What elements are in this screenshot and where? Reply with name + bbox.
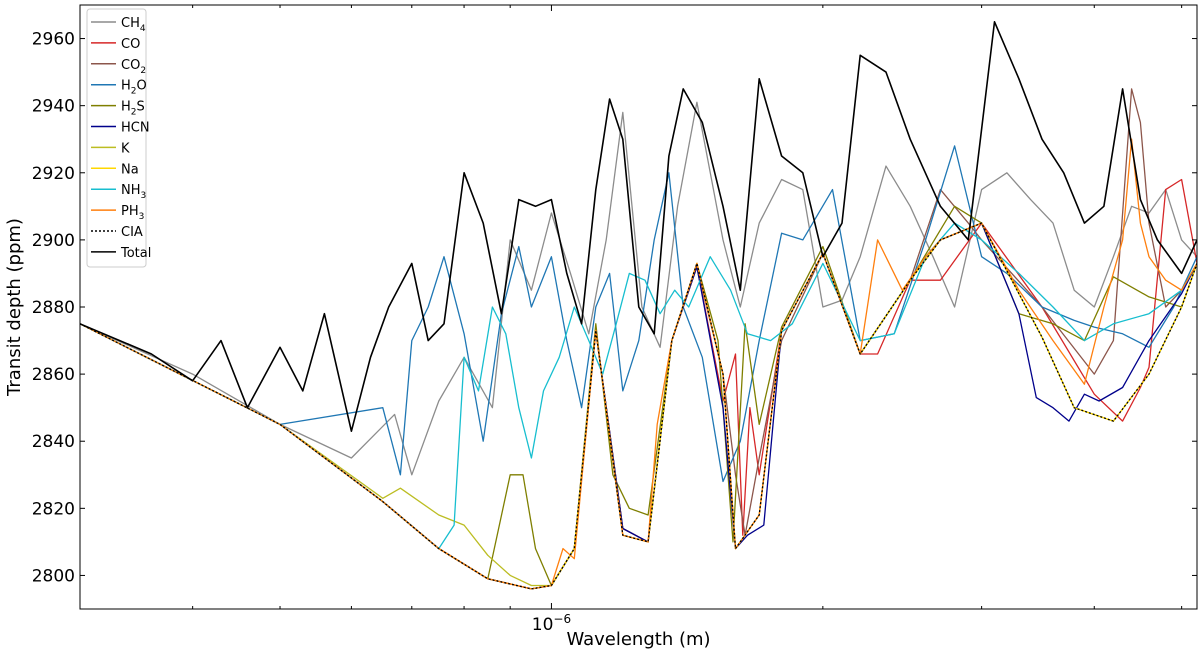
legend-label-nh3: NH3 xyxy=(121,183,146,201)
legend-label-co2: CO2 xyxy=(121,58,146,76)
legend-label-co: CO xyxy=(121,37,140,52)
y-tick-label: 2920 xyxy=(32,164,75,184)
y-axis-label: Transit depth (ppm) xyxy=(4,218,25,397)
legend-label-k: K xyxy=(121,141,130,156)
legend-label-total: Total xyxy=(120,246,151,261)
y-tick-label: 2940 xyxy=(32,97,75,117)
y-tick-label: 2820 xyxy=(32,499,75,519)
series-line-cia xyxy=(80,222,1197,590)
x-axis-label: Wavelength (m) xyxy=(566,629,710,650)
legend-box xyxy=(86,8,147,268)
legend-label-h2o: H2O xyxy=(121,79,147,97)
legend-label-hcn: HCN xyxy=(121,121,150,136)
legend-label-cia: CIA xyxy=(121,225,143,240)
y-tick-label: 2860 xyxy=(32,365,75,385)
legend-label-ch4: CH4 xyxy=(121,16,146,34)
y-tick-label: 2800 xyxy=(32,566,75,586)
legend-label-ph3: PH3 xyxy=(121,204,144,222)
y-tick-label: 2840 xyxy=(32,432,75,452)
series-line-co xyxy=(80,178,1197,590)
series-lines xyxy=(80,21,1197,590)
y-tick-label: 2960 xyxy=(32,30,75,50)
x-tick-label: 10−6 xyxy=(532,612,571,635)
axis-ticks: 2800 2820 2840 2860 2880 2900 2920 2940 2960 10−6 xyxy=(32,5,1197,635)
legend: CH4 CO CO2 H2O H2S HCN K Na NH3 PH3 CIA Total xyxy=(86,8,151,268)
y-tick-label: 2900 xyxy=(32,231,75,251)
legend-label-na: Na xyxy=(121,162,139,177)
series-line-total xyxy=(80,21,1197,432)
legend-label-h2s: H2S xyxy=(121,100,145,118)
series-line-ch4 xyxy=(80,101,1197,476)
y-tick-label: 2880 xyxy=(32,298,75,318)
series-line-h2s xyxy=(80,205,1197,587)
